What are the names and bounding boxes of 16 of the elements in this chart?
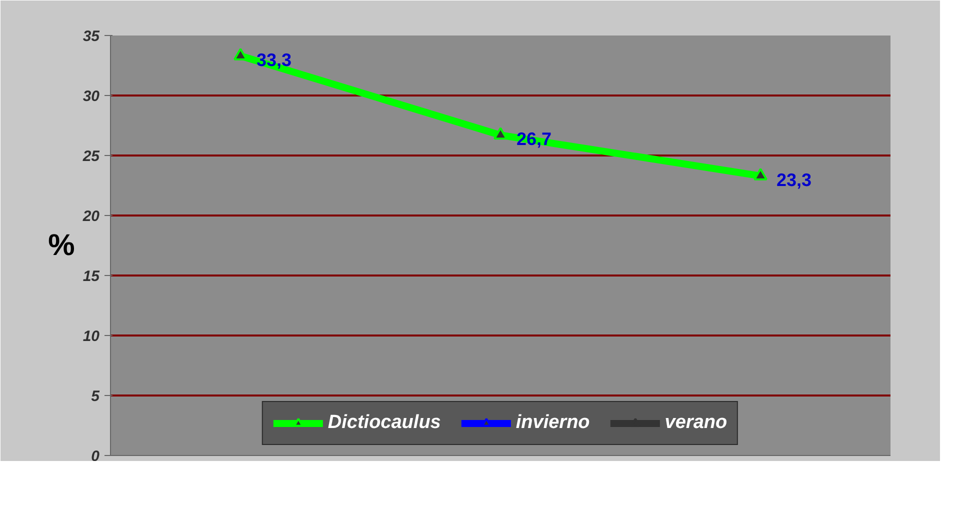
point — [754, 168, 768, 180]
y-axis-title: % — [48, 229, 75, 262]
legend-label: verano — [664, 412, 728, 434]
y-tick-label: 0 — [91, 448, 100, 465]
y-tick-label: 30 — [82, 88, 100, 105]
data-label: 26,7 — [516, 129, 552, 150]
legend-label: invierno — [516, 412, 590, 434]
y-tick-label: 5 — [91, 388, 100, 405]
y-tick-label: 25 — [82, 148, 100, 165]
point — [494, 127, 508, 140]
y-tick-label: 10 — [82, 328, 100, 345]
legend-label: Dictiocaulus — [328, 412, 441, 434]
y-tick-label: 15 — [82, 268, 100, 285]
y-tick-label: 35 — [82, 28, 100, 45]
y-tick-label: 20 — [82, 208, 100, 225]
data-label: 23,3 — [776, 170, 812, 190]
